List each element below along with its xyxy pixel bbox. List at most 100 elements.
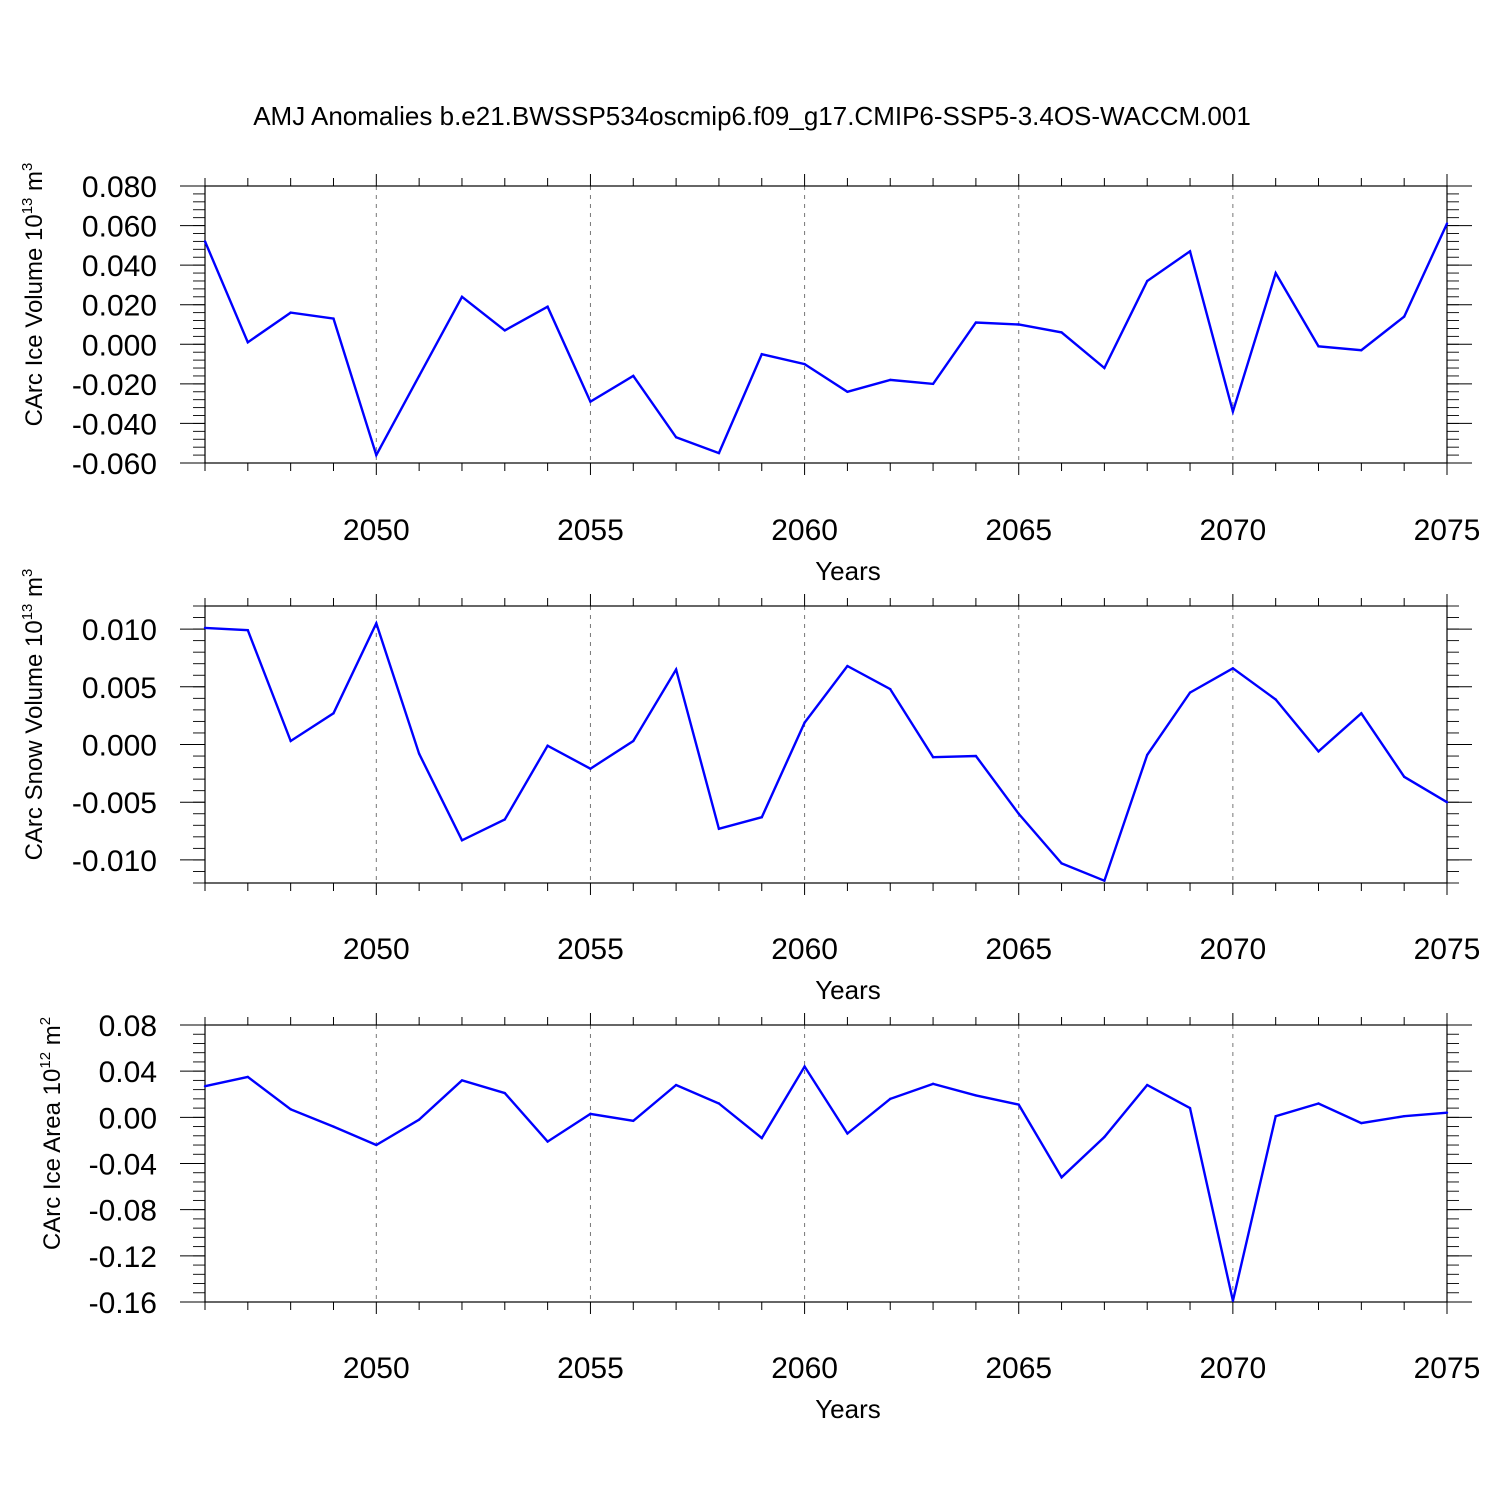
- y-tick-label: -0.04: [89, 1149, 157, 1182]
- y-tick-label: -0.005: [72, 787, 157, 820]
- x-tick-label: 2065: [985, 1352, 1052, 1385]
- x-tick-label: 2075: [1414, 933, 1481, 966]
- x-tick-label: 2055: [557, 1352, 624, 1385]
- y-tick-label: -0.08: [89, 1195, 157, 1228]
- data-point: [846, 664, 849, 668]
- x-tick-label: 2050: [343, 933, 410, 966]
- data-point: [1317, 345, 1320, 348]
- data-point: [375, 622, 378, 625]
- data-point: [889, 687, 892, 691]
- x-tick-label: 2070: [1199, 514, 1266, 547]
- series-line: [203, 223, 1449, 459]
- y-axis-label-part: m: [21, 577, 48, 604]
- data-point: [1146, 1083, 1149, 1087]
- data-point: [1231, 667, 1235, 670]
- y-tick-label: 0.005: [82, 672, 157, 705]
- x-tick-label: 2050: [343, 1352, 410, 1385]
- data-point: [460, 1079, 464, 1082]
- y-tick-label: 0.010: [82, 614, 157, 647]
- chart-panel-2: 2050 2055 2060 2065 2070 2075 Years -0.010 -0.00…: [19, 569, 1480, 1005]
- plot-frame: [204, 185, 1448, 464]
- data-point: [760, 1136, 763, 1140]
- data-point: [1060, 1176, 1063, 1179]
- data-point: [760, 816, 763, 819]
- y-axis-label-part: 13: [19, 604, 36, 621]
- chart-panel-1: 2050 2055 2060 2065 2070 2075 Years -0.060 -0.04…: [19, 163, 1480, 586]
- x-axis-label: Years: [815, 1394, 881, 1424]
- data-point: [1017, 1103, 1020, 1106]
- data-point: [674, 436, 678, 439]
- data-point: [717, 1102, 721, 1105]
- data-point: [546, 1140, 549, 1143]
- y-tick-label: 0.060: [82, 211, 157, 244]
- data-point: [931, 755, 935, 759]
- y-tick-label: 0.020: [82, 290, 157, 323]
- y-tick-label: -0.12: [89, 1241, 157, 1274]
- data-point: [974, 1094, 978, 1097]
- x-tick-label: 2070: [1199, 1352, 1266, 1385]
- data-point: [1360, 349, 1363, 352]
- data-point: [289, 739, 292, 743]
- y-tick-label: 0.08: [99, 1010, 157, 1043]
- data-point: [889, 378, 892, 382]
- data-point: [1317, 1102, 1320, 1105]
- data-point: [1060, 331, 1063, 334]
- panels: 2050 2055 2060 2065 2070 2075 Years -0.060 -0.04…: [19, 163, 1480, 1424]
- data-point: [203, 626, 207, 630]
- data-point: [1103, 879, 1106, 882]
- data-point: [503, 1091, 506, 1095]
- y-tick-label: 0.000: [82, 329, 157, 362]
- data-point: [632, 374, 635, 378]
- data-point: [1060, 862, 1063, 865]
- data-point: [1402, 1114, 1406, 1118]
- data-point: [503, 329, 506, 332]
- data-point: [846, 1132, 849, 1135]
- data-point: [503, 818, 506, 821]
- y-tick-label: 0.04: [99, 1056, 157, 1089]
- data-point: [1445, 801, 1449, 804]
- y-tick-label: -0.16: [89, 1287, 157, 1320]
- data-point: [1231, 1299, 1235, 1303]
- data-point: [375, 453, 378, 457]
- data-point: [632, 739, 635, 743]
- data-point: [546, 744, 549, 747]
- data-point: [1188, 250, 1192, 253]
- data-point: [1317, 750, 1320, 753]
- data-point: [803, 721, 806, 724]
- data-point: [1402, 315, 1406, 318]
- y-axis-label: CArc Snow Volume 1013 m3: [19, 569, 48, 861]
- x-tick-label: 2070: [1199, 933, 1266, 966]
- data-point: [1274, 698, 1277, 701]
- data-point: [332, 1125, 335, 1128]
- y-axis-label-part: CArc Ice Area 10: [39, 1069, 66, 1250]
- data-point: [1017, 323, 1020, 326]
- y-tick-label: 0.000: [82, 730, 157, 763]
- data-point: [1402, 775, 1406, 779]
- data-point: [203, 1084, 207, 1088]
- data-point: [931, 1082, 935, 1086]
- data-point: [1188, 691, 1192, 694]
- data-point: [246, 629, 250, 632]
- data-point: [717, 451, 721, 455]
- data-point: [1360, 1121, 1363, 1125]
- x-axis-label: Years: [815, 556, 881, 586]
- data-point: [889, 1097, 892, 1101]
- data-point: [632, 1119, 635, 1122]
- data-point: [417, 752, 421, 755]
- data-point: [246, 341, 250, 344]
- series-line: [204, 620, 1448, 883]
- figure-title: AMJ Anomalies b.e21.BWSSP534oscmip6.f09_…: [253, 101, 1251, 131]
- data-point: [846, 390, 849, 393]
- data-point: [974, 321, 978, 324]
- data-point: [417, 374, 421, 378]
- data-point: [1274, 1114, 1277, 1118]
- y-tick-label: -0.040: [72, 408, 157, 441]
- x-tick-label: 2075: [1414, 1352, 1481, 1385]
- data-point: [803, 1065, 806, 1068]
- x-tick-label: 2065: [985, 933, 1052, 966]
- y-axis-label-part: CArc Snow Volume 10: [21, 620, 48, 860]
- y-axis-label-part: m: [39, 1025, 66, 1052]
- x-tick-label: 2065: [985, 514, 1052, 547]
